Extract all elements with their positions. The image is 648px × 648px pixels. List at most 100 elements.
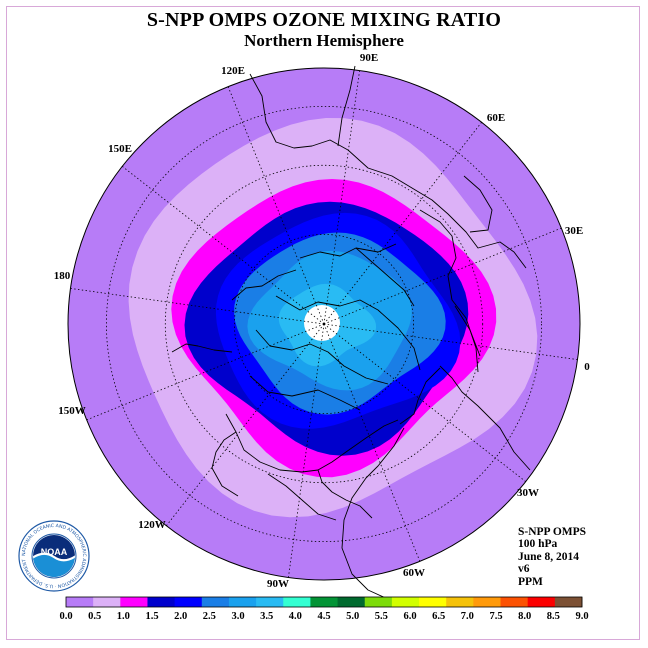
colorbar-tick-label-1: 0.5 xyxy=(88,611,101,622)
colorbar-swatch-3 xyxy=(147,597,176,607)
meridian-line-6 xyxy=(288,323,325,578)
colorbar-tick-label-3: 1.5 xyxy=(145,611,158,622)
meridian-label-7: 120W xyxy=(138,519,166,531)
colorbar-swatch-11 xyxy=(364,597,393,607)
colorbar-swatch-4 xyxy=(174,597,203,607)
latitude-circle-2 xyxy=(105,105,543,543)
meridian-label-5: 60W xyxy=(403,567,425,579)
meridian-label-4: 30W xyxy=(517,487,539,499)
meridian-labels: 90E 60E 30E 0 30W 60W 90W 120W 150W 180 150E 120E xyxy=(54,52,591,590)
figure-frame xyxy=(6,6,640,640)
info-instrument: S-NPP OMPS xyxy=(518,526,587,538)
colorbar-swatch-18 xyxy=(554,597,583,607)
colorbar-tick-label-5: 2.5 xyxy=(203,611,216,622)
colorbar-tick-label-13: 6.5 xyxy=(432,611,445,622)
noaa-logo-graphic: NATIONAL OCEANIC AND ATMOSPHERIC ADMINIS… xyxy=(16,516,90,592)
coastline-1 xyxy=(337,65,356,147)
noaa-logo-text: NOAA xyxy=(41,547,68,557)
latitude-circle-1 xyxy=(164,164,484,484)
info-level: 100 hPa xyxy=(518,538,558,551)
coastline-6 xyxy=(399,367,441,425)
colorbar-tick-label-2: 1.0 xyxy=(117,611,130,622)
meridian-line-11 xyxy=(227,86,325,325)
coastline-18 xyxy=(355,247,415,307)
coastline-16 xyxy=(231,269,297,301)
colorbar-swatch-8 xyxy=(283,597,311,607)
coastline-14 xyxy=(249,375,361,411)
meridian-line-5 xyxy=(323,323,421,562)
colorbar: 0.0 0.5 1.0 1.5 2.0 2.5 3.0 3.5 4.0 4.5 5.0 5.5 6.0 6… xyxy=(59,596,589,622)
coastlines xyxy=(171,65,531,607)
coastline-8 xyxy=(225,413,399,473)
coastline-2 xyxy=(463,175,493,233)
noaa-logo: NATIONAL OCEANIC AND ATMOSPHERIC ADMINIS… xyxy=(16,516,90,592)
colorbar-outline xyxy=(65,596,583,608)
meridian-label-8: 150W xyxy=(58,405,86,417)
colorbar-swatch-15 xyxy=(473,597,501,607)
map-boundary xyxy=(67,67,581,581)
meridian-line-8 xyxy=(86,323,325,421)
coastline-7 xyxy=(341,427,411,607)
meridian-label-10: 150E xyxy=(108,143,132,155)
colorbar-tick-label-8: 4.0 xyxy=(289,611,302,622)
coastline-11 xyxy=(211,431,239,497)
map-info: S-NPP OMPS 100 hPa June 8, 2014 v6 PPM xyxy=(518,526,586,588)
colorbar-tick-label-0: 0.0 xyxy=(59,611,72,622)
colorbar-swatch-6 xyxy=(228,597,257,607)
map-title: S-NPP OMPS OZONE MIXING RATIO xyxy=(146,9,502,31)
colorbar-swatch-2 xyxy=(120,597,148,607)
meridian-line-10 xyxy=(122,166,325,325)
colorbar-tick-label-9: 4.5 xyxy=(317,611,330,622)
colorbar-tick-label-14: 7.0 xyxy=(461,611,474,622)
meridian-label-0: 90E xyxy=(360,52,378,64)
meridian-line-4 xyxy=(323,323,526,482)
info-units: PPM xyxy=(518,575,543,588)
coastline-12 xyxy=(275,295,421,371)
coastline-17 xyxy=(171,343,233,353)
coastline-5 xyxy=(439,365,531,471)
colorbar-tick-label-4: 2.0 xyxy=(174,611,187,622)
colorbar-swatch-1 xyxy=(93,597,121,607)
meridian-label-9: 180 xyxy=(54,270,71,282)
colorbar-swatch-10 xyxy=(337,597,366,607)
colorbar-swatch-9 xyxy=(310,597,338,607)
coastline-9 xyxy=(317,469,373,519)
meridian-line-1 xyxy=(323,122,482,325)
colorbar-tick-label-7: 3.5 xyxy=(260,611,273,622)
colorbar-swatch-14 xyxy=(446,597,474,607)
colorbar-tick-label-18: 9.0 xyxy=(575,611,588,622)
colorbar-tick-label-17: 8.5 xyxy=(547,611,560,622)
map-subtitle: Northern Hemisphere xyxy=(244,31,404,50)
colorbar-tick-label-15: 7.5 xyxy=(489,611,502,622)
info-date: June 8, 2014 xyxy=(518,550,580,563)
meridian-line-2 xyxy=(323,227,562,325)
coastline-13 xyxy=(255,329,389,385)
colorbar-swatch-0 xyxy=(66,597,94,607)
colorbar-swatch-12 xyxy=(391,597,420,607)
info-version: v6 xyxy=(518,563,530,576)
colorbar-swatch-17 xyxy=(527,597,556,607)
missing-data-pole xyxy=(304,305,340,341)
colorbar-swatch-7 xyxy=(256,597,284,607)
colorbar-swatch-5 xyxy=(201,597,230,607)
colorbar-tick-label-6: 3.0 xyxy=(231,611,244,622)
coastline-4 xyxy=(454,305,481,357)
coastline-10 xyxy=(267,473,337,521)
meridian-line-0 xyxy=(323,70,360,325)
meridian-label-11: 120E xyxy=(221,65,245,77)
colorbar-tick-label-12: 6.0 xyxy=(403,611,416,622)
colorbar-swatch-13 xyxy=(419,597,447,607)
graticule xyxy=(70,70,578,578)
colorbar-swatch-16 xyxy=(500,597,529,607)
meridian-line-3 xyxy=(323,323,578,360)
meridian-label-6: 90W xyxy=(267,578,289,590)
colorbar-tick-label-16: 8.0 xyxy=(518,611,531,622)
meridian-line-9 xyxy=(70,288,325,325)
meridian-label-1: 60E xyxy=(487,112,505,124)
meridian-label-3: 0 xyxy=(584,361,590,373)
coastline-0 xyxy=(249,73,527,269)
colorbar-tick-label-11: 5.5 xyxy=(375,611,388,622)
coastline-15 xyxy=(299,243,397,259)
meridian-line-7 xyxy=(166,323,325,526)
